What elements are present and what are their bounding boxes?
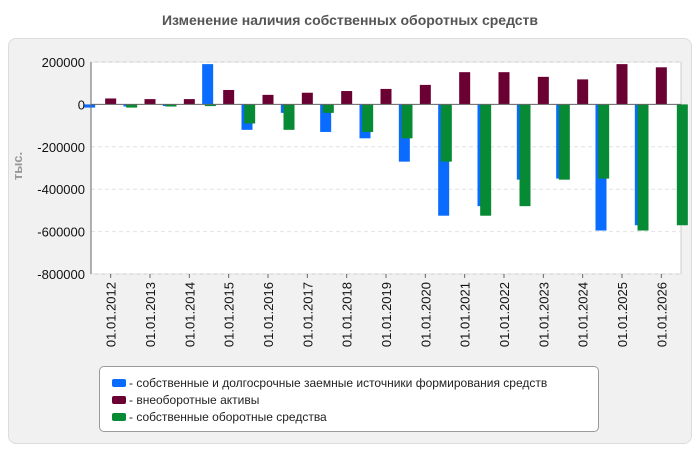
x-tick-label: 01.01.2013 bbox=[143, 282, 158, 347]
bar-series-1-8 bbox=[419, 84, 431, 105]
bar-series-1-1 bbox=[144, 99, 156, 105]
bar-series-1-11 bbox=[537, 76, 549, 105]
y-tick-label: -400000 bbox=[37, 182, 85, 197]
bar-series-2-7 bbox=[401, 104, 413, 139]
x-tick-label: 01.01.2025 bbox=[615, 282, 630, 347]
y-axis-label: тыс. bbox=[10, 152, 25, 180]
bar-series-2-1 bbox=[165, 104, 177, 107]
bar-series-1-13 bbox=[616, 64, 628, 105]
bar-series-2-5 bbox=[322, 104, 334, 113]
y-tick-label: -800000 bbox=[37, 267, 85, 282]
y-tick-label: -200000 bbox=[37, 140, 85, 155]
bar-series-1-10 bbox=[498, 72, 510, 105]
bar-series-0-3 bbox=[202, 64, 214, 105]
x-tick-label: 01.01.2019 bbox=[379, 282, 394, 347]
bar-series-2-2 bbox=[204, 104, 216, 107]
y-tick-label: 0 bbox=[78, 97, 85, 112]
bar-series-2-14 bbox=[676, 104, 688, 226]
bar-series-2-12 bbox=[598, 104, 610, 179]
bar-series-2-0 bbox=[126, 104, 138, 108]
x-tick-labels: 01.01.2012 01.01.2013 01.01.2014 01.01.2015… bbox=[104, 274, 669, 347]
legend-swatch-working-capital bbox=[112, 412, 126, 421]
legend-label-working-capital: - собственные оборотные средства bbox=[129, 409, 327, 424]
x-tick-label: 01.01.2018 bbox=[340, 282, 355, 347]
y-tick-labels: 200000 0 -200000 -400000 -600000 -800000 bbox=[37, 55, 85, 282]
x-tick-label: 01.01.2016 bbox=[261, 282, 276, 347]
legend: - собственные и долгосрочные заемные ист… bbox=[99, 366, 599, 432]
legend-item-noncurrent-assets: - внеоборотные активы bbox=[112, 391, 598, 408]
legend-label-sources: - собственные и долгосрочные заемные ист… bbox=[129, 375, 548, 390]
legend-label-noncurrent-assets: - внеоборотные активы bbox=[129, 392, 260, 407]
legend-item-working-capital: - собственные оборотные средства bbox=[112, 408, 598, 425]
x-tick-label: 01.01.2022 bbox=[497, 282, 512, 347]
bar-series-1-12 bbox=[577, 79, 589, 105]
legend-swatch-noncurrent-assets bbox=[112, 395, 126, 404]
x-tick-label: 01.01.2012 bbox=[104, 282, 119, 347]
bar-series-1-9 bbox=[459, 72, 471, 105]
x-tick-label: 01.01.2020 bbox=[418, 282, 433, 347]
bar-series-1-5 bbox=[301, 92, 313, 105]
bars bbox=[84, 64, 688, 231]
x-tick-label: 01.01.2021 bbox=[458, 282, 473, 347]
x-tick-label: 01.01.2014 bbox=[182, 282, 197, 347]
x-tick-label: 01.01.2017 bbox=[300, 282, 315, 347]
chart-title: Изменение наличия собственных оборотных … bbox=[161, 12, 539, 28]
y-tick-label: -600000 bbox=[37, 225, 85, 240]
bar-series-0-0 bbox=[84, 104, 96, 108]
bar-series-1-6 bbox=[341, 91, 353, 105]
y-tick-label: 200000 bbox=[42, 55, 85, 70]
bar-series-1-7 bbox=[380, 88, 392, 105]
legend-item-sources: - собственные и долгосрочные заемные ист… bbox=[112, 374, 598, 391]
legend-swatch-sources bbox=[112, 378, 126, 387]
bar-series-0-6 bbox=[320, 104, 332, 132]
bar-series-1-14 bbox=[655, 67, 667, 105]
bar-series-2-11 bbox=[558, 104, 570, 180]
bar-series-2-9 bbox=[480, 104, 492, 216]
bar-series-1-0 bbox=[105, 98, 117, 105]
x-tick-label: 01.01.2015 bbox=[222, 282, 237, 347]
bar-series-1-2 bbox=[183, 99, 195, 105]
x-tick-label: 01.01.2023 bbox=[536, 282, 551, 347]
bar-series-1-3 bbox=[223, 89, 235, 105]
bar-series-2-13 bbox=[637, 104, 649, 231]
bar-series-2-8 bbox=[440, 104, 452, 162]
x-tick-label: 01.01.2024 bbox=[576, 282, 591, 347]
x-tick-label: 01.01.2026 bbox=[654, 282, 669, 347]
bar-series-2-10 bbox=[519, 104, 531, 207]
bar-series-2-3 bbox=[244, 104, 256, 124]
bar-series-1-4 bbox=[262, 94, 274, 105]
bar-series-2-6 bbox=[362, 104, 374, 132]
bar-series-2-4 bbox=[283, 104, 295, 130]
